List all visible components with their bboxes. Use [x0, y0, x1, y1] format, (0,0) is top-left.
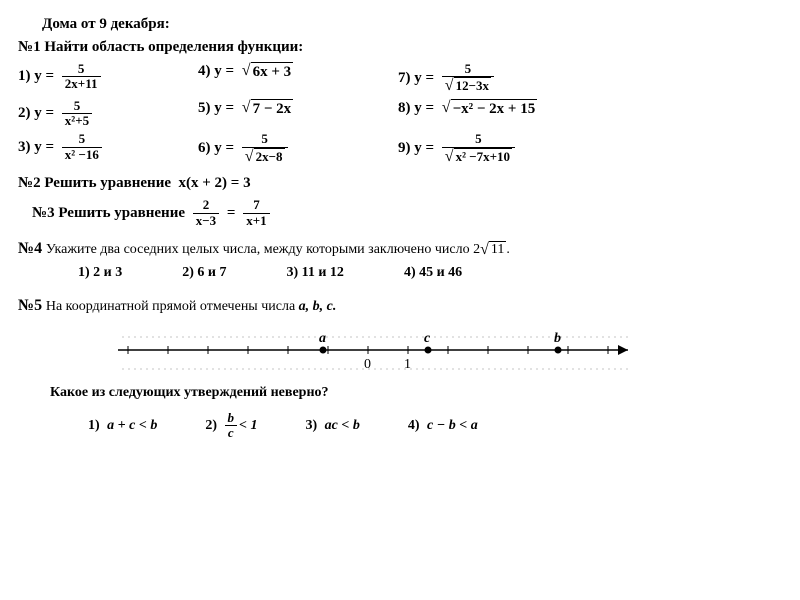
svg-text:0: 0	[364, 357, 371, 372]
p1-title: №1 Найти область определения функции:	[18, 39, 782, 56]
p5-o1: a + c < b	[107, 418, 157, 434]
p3-title: №3 Решить уравнение	[32, 205, 185, 222]
p1-6-den: 2x−8	[254, 148, 285, 165]
number-line: 0 1 a c b	[118, 325, 782, 381]
p3-lden: x−3	[193, 214, 219, 228]
p1-3-label: 3) y =	[18, 139, 54, 156]
p1-7-den: 12−3x	[454, 77, 491, 94]
p1-5-rad: 7 − 2x	[251, 99, 294, 118]
svg-text:b: b	[554, 331, 561, 346]
p3: №3 Решить уравнение 2x−3 = 7x+1	[32, 198, 782, 228]
svg-text:a: a	[319, 331, 326, 346]
p5-o3: ac < b	[325, 418, 360, 434]
p5-o2-tail: < 1	[239, 418, 257, 434]
p3-rden: x+1	[243, 214, 269, 228]
p4-opts: 1) 2 и 3 2) 6 и 7 3) 11 и 12 4) 45 и 46	[78, 265, 782, 281]
p1-7-num: 5	[442, 62, 494, 77]
p5-q: Какое из следующих утверждений неверно?	[50, 385, 782, 401]
p5-o2-den: c	[225, 426, 238, 440]
p4-opt4: 4) 45 и 46	[404, 265, 462, 281]
p5-o3-n: 3)	[306, 418, 318, 434]
p1-6-num: 5	[242, 132, 288, 147]
p5-opts: 1) a + c < b 2) bc < 1 3) ac < b 4) c − …	[88, 411, 782, 441]
p4-opt1: 1) 2 и 3	[78, 265, 122, 281]
p1-5-label: 5) y =	[198, 100, 234, 117]
p1-row1: 1) y = 52x+11 4) y = 6x + 3 7) y = 512−3…	[18, 62, 782, 95]
p1-3-num: 5	[62, 132, 102, 147]
p1-1-label: 1) y =	[18, 68, 54, 85]
p1-1-num: 5	[62, 62, 101, 77]
p1-8-rad: −x² − 2x + 15	[451, 99, 538, 118]
p5-vars: a, b, c.	[299, 299, 337, 314]
p4-text: Укажите два соседних целых числа, между …	[46, 242, 480, 257]
p4: №4 Укажите два соседних целых числа, меж…	[18, 240, 782, 259]
p2-title: №2 Решить уравнение	[18, 175, 171, 191]
p3-lnum: 2	[193, 198, 219, 213]
svg-text:c: c	[424, 331, 431, 346]
p2-eq: x(x + 2) = 3	[179, 175, 251, 191]
p1-2-label: 2) y =	[18, 105, 54, 122]
p4-opt3: 3) 11 и 12	[286, 265, 343, 281]
p1-3-den: x² −16	[62, 148, 102, 162]
p1-2-den: x²+5	[62, 114, 92, 128]
p1-2-num: 5	[62, 99, 92, 114]
p5-n: №5	[18, 297, 42, 314]
p1-9-den: x² −7x+10	[454, 148, 512, 165]
p3-rnum: 7	[243, 198, 269, 213]
p4-dot: .	[506, 242, 510, 257]
p1-row3: 3) y = 5x² −16 6) y = 52x−8 9) y = 5x² −…	[18, 132, 782, 165]
p5-o1-n: 1)	[88, 418, 100, 434]
svg-text:1: 1	[404, 357, 411, 372]
p3-eq: =	[227, 205, 236, 222]
p1-6-label: 6) y =	[198, 140, 234, 157]
p1-4-rad: 6x + 3	[251, 62, 294, 81]
p5-o4-n: 4)	[408, 418, 420, 434]
p1-row2: 2) y = 5x²+5 5) y = 7 − 2x 8) y = −x² − …	[18, 99, 782, 129]
p4-rad: 11	[489, 241, 506, 259]
p2: №2 Решить уравнение x(x + 2) = 3	[18, 175, 782, 192]
p4-opt2: 2) 6 и 7	[182, 265, 226, 281]
header: Дома от 9 декабря:	[42, 16, 782, 33]
p5-o2-num: b	[225, 411, 238, 426]
p5-text1: На координатной прямой отмечены числа	[46, 299, 299, 314]
p5: №5 На координатной прямой отмечены числа…	[18, 297, 782, 315]
p1-9-label: 9) y =	[398, 140, 434, 157]
p4-n: №4	[18, 240, 42, 257]
p5-o2-n: 2)	[205, 418, 217, 434]
p1-8-label: 8) y =	[398, 100, 434, 117]
p1-1-den: 2x+11	[62, 77, 101, 91]
p5-o4: c − b < a	[427, 418, 478, 434]
p1-7-label: 7) y =	[398, 70, 434, 87]
p1-4-label: 4) y =	[198, 63, 234, 80]
p1-9-num: 5	[442, 132, 515, 147]
